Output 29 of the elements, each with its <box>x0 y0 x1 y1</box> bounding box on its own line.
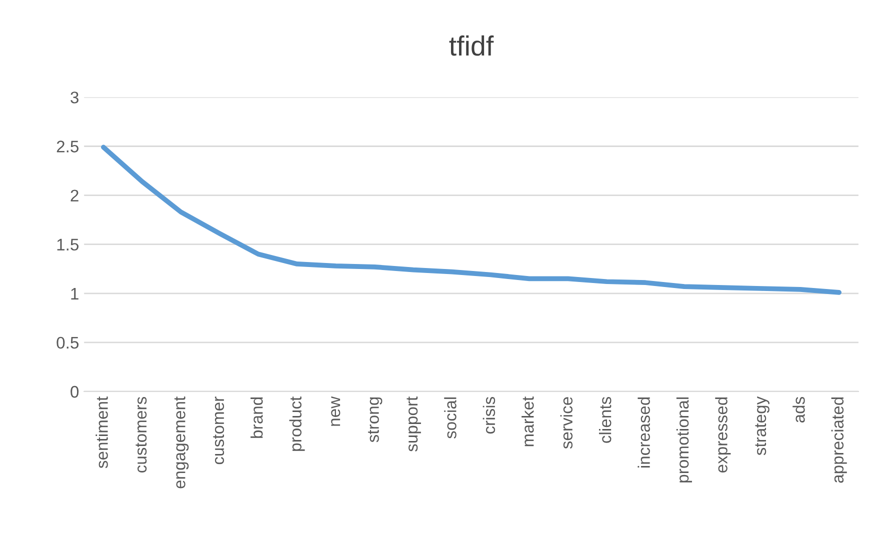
line-series <box>101 144 842 295</box>
y-tick-label: 1.5 <box>57 238 79 251</box>
x-tick-label: brand <box>250 397 263 438</box>
x-tick-label: ads <box>792 396 805 423</box>
x-tick-label: customers <box>136 396 147 473</box>
x-tick-label: expressed <box>715 397 731 473</box>
x-tick-label: service <box>560 397 573 449</box>
y-tick-label: 0 <box>70 386 79 398</box>
y-tick-label: 3 <box>70 92 78 104</box>
x-tick-label: promotional <box>676 397 692 482</box>
x-tick-label: appreciated <box>831 397 847 483</box>
x-tick-label: engagement <box>174 396 189 488</box>
x-tick-label: social <box>444 397 456 439</box>
x-tick-label: strong <box>368 397 382 442</box>
y-tick-label: 0.5 <box>56 336 79 349</box>
x-tick-label: strategy <box>755 396 770 456</box>
x-tick-label: support <box>406 396 421 452</box>
y-tick-label: 2.5 <box>56 140 79 152</box>
y-tick-label: 2 <box>70 190 78 202</box>
x-tick-label: customer <box>213 396 224 464</box>
x-tick-label: new <box>331 396 340 426</box>
x-tick-label: crisis <box>482 396 496 434</box>
chart-title: tfidf <box>449 35 494 56</box>
x-tick-label: product <box>289 396 305 451</box>
y-tick-label: 1 <box>71 288 78 300</box>
x-tick-label: increased <box>638 397 650 468</box>
x-tick-label: sentiment <box>96 396 108 468</box>
x-tick-label: clients <box>599 396 612 443</box>
x-tick-label: market <box>522 396 534 446</box>
